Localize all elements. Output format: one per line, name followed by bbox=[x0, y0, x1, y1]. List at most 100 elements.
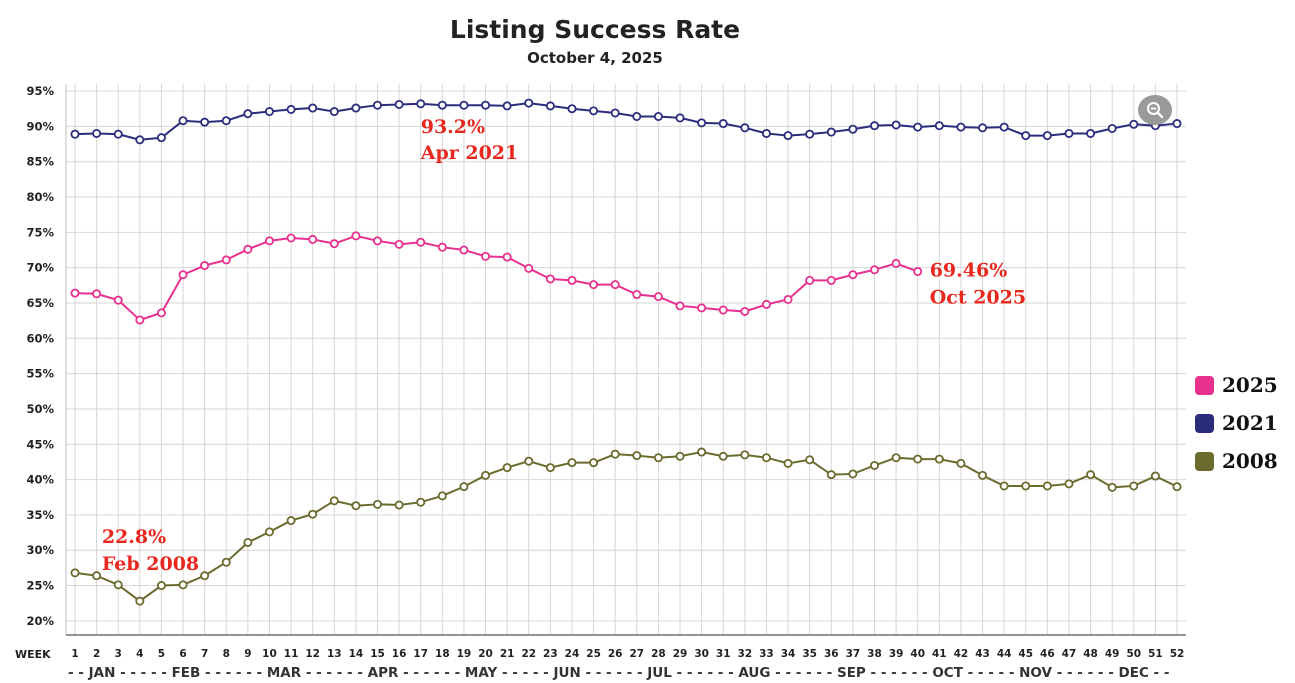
data-point-2025[interactable] bbox=[92, 289, 102, 299]
data-point-2008[interactable] bbox=[416, 497, 426, 507]
data-point-2025[interactable] bbox=[459, 245, 469, 255]
data-point-2021[interactable] bbox=[567, 104, 577, 114]
data-point-2021[interactable] bbox=[243, 109, 253, 119]
data-point-2025[interactable] bbox=[329, 239, 339, 249]
data-point-2008[interactable] bbox=[1064, 479, 1074, 489]
data-point-2008[interactable] bbox=[113, 580, 123, 590]
data-point-2025[interactable] bbox=[70, 288, 80, 298]
data-point-2025[interactable] bbox=[524, 263, 534, 273]
data-point-2008[interactable] bbox=[589, 458, 599, 468]
data-point-2021[interactable] bbox=[286, 104, 296, 114]
data-point-2025[interactable] bbox=[891, 258, 901, 268]
data-point-2025[interactable] bbox=[610, 280, 620, 290]
data-point-2008[interactable] bbox=[178, 580, 188, 590]
data-point-2008[interactable] bbox=[394, 500, 404, 510]
data-point-2008[interactable] bbox=[135, 596, 145, 606]
data-point-2008[interactable] bbox=[437, 491, 447, 501]
data-point-2008[interactable] bbox=[70, 568, 80, 578]
data-point-2008[interactable] bbox=[567, 458, 577, 468]
data-point-2008[interactable] bbox=[373, 499, 383, 509]
data-point-2008[interactable] bbox=[481, 470, 491, 480]
data-point-2021[interactable] bbox=[437, 100, 447, 110]
data-point-2025[interactable] bbox=[437, 242, 447, 252]
data-point-2025[interactable] bbox=[156, 308, 166, 318]
data-point-2021[interactable] bbox=[135, 135, 145, 145]
legend-item-2008[interactable]: 2008 bbox=[1195, 442, 1278, 480]
data-point-2021[interactable] bbox=[545, 101, 555, 111]
data-point-2021[interactable] bbox=[92, 128, 102, 138]
data-point-2025[interactable] bbox=[286, 233, 296, 243]
data-point-2021[interactable] bbox=[156, 133, 166, 143]
data-point-2008[interactable] bbox=[459, 482, 469, 492]
data-point-2025[interactable] bbox=[653, 292, 663, 302]
data-point-2008[interactable] bbox=[956, 458, 966, 468]
data-point-2021[interactable] bbox=[978, 123, 988, 133]
data-point-2021[interactable] bbox=[999, 122, 1009, 132]
data-point-2008[interactable] bbox=[200, 571, 210, 581]
data-point-2021[interactable] bbox=[783, 131, 793, 141]
data-point-2008[interactable] bbox=[783, 458, 793, 468]
data-point-2021[interactable] bbox=[913, 122, 923, 132]
data-point-2025[interactable] bbox=[848, 270, 858, 280]
data-point-2008[interactable] bbox=[891, 453, 901, 463]
data-point-2021[interactable] bbox=[351, 103, 361, 113]
data-point-2025[interactable] bbox=[373, 236, 383, 246]
data-point-2021[interactable] bbox=[740, 123, 750, 133]
data-point-2008[interactable] bbox=[308, 509, 318, 519]
data-point-2008[interactable] bbox=[243, 537, 253, 547]
data-point-2025[interactable] bbox=[200, 261, 210, 271]
data-point-2021[interactable] bbox=[632, 111, 642, 121]
data-point-2021[interactable] bbox=[675, 113, 685, 123]
data-point-2021[interactable] bbox=[200, 117, 210, 127]
data-point-2008[interactable] bbox=[1129, 481, 1139, 491]
data-point-2021[interactable] bbox=[956, 122, 966, 132]
data-point-2025[interactable] bbox=[178, 270, 188, 280]
data-point-2025[interactable] bbox=[805, 275, 815, 285]
data-point-2025[interactable] bbox=[869, 265, 879, 275]
data-point-2021[interactable] bbox=[1042, 131, 1052, 141]
data-point-2025[interactable] bbox=[567, 275, 577, 285]
data-point-2021[interactable] bbox=[1172, 119, 1182, 129]
data-point-2021[interactable] bbox=[481, 100, 491, 110]
data-point-2021[interactable] bbox=[394, 99, 404, 109]
data-point-2008[interactable] bbox=[329, 496, 339, 506]
data-point-2008[interactable] bbox=[1150, 471, 1160, 481]
data-point-2021[interactable] bbox=[653, 111, 663, 121]
data-point-2025[interactable] bbox=[243, 244, 253, 254]
data-point-2021[interactable] bbox=[1064, 128, 1074, 138]
data-point-2025[interactable] bbox=[113, 295, 123, 305]
data-point-2008[interactable] bbox=[632, 451, 642, 461]
data-point-2021[interactable] bbox=[459, 100, 469, 110]
data-point-2021[interactable] bbox=[1129, 119, 1139, 129]
data-point-2025[interactable] bbox=[135, 315, 145, 325]
data-point-2025[interactable] bbox=[545, 274, 555, 284]
data-point-2021[interactable] bbox=[934, 121, 944, 131]
data-point-2021[interactable] bbox=[610, 108, 620, 118]
data-point-2025[interactable] bbox=[740, 306, 750, 316]
data-point-2008[interactable] bbox=[156, 581, 166, 591]
data-point-2008[interactable] bbox=[545, 463, 555, 473]
data-point-2008[interactable] bbox=[848, 469, 858, 479]
data-point-2008[interactable] bbox=[826, 470, 836, 480]
data-point-2021[interactable] bbox=[221, 116, 231, 126]
data-point-2008[interactable] bbox=[221, 557, 231, 567]
data-point-2025[interactable] bbox=[761, 299, 771, 309]
data-point-2021[interactable] bbox=[891, 120, 901, 130]
data-point-2025[interactable] bbox=[481, 251, 491, 261]
data-point-2025[interactable] bbox=[913, 266, 923, 276]
data-point-2008[interactable] bbox=[869, 460, 879, 470]
data-point-2025[interactable] bbox=[264, 236, 274, 246]
data-point-2008[interactable] bbox=[675, 451, 685, 461]
zoom-out-button[interactable] bbox=[1138, 95, 1172, 125]
data-point-2021[interactable] bbox=[308, 103, 318, 113]
data-point-2008[interactable] bbox=[978, 470, 988, 480]
legend-item-2021[interactable]: 2021 bbox=[1195, 404, 1278, 442]
data-point-2008[interactable] bbox=[653, 453, 663, 463]
data-point-2021[interactable] bbox=[718, 119, 728, 129]
data-point-2008[interactable] bbox=[697, 447, 707, 457]
data-point-2021[interactable] bbox=[826, 127, 836, 137]
data-point-2008[interactable] bbox=[92, 571, 102, 581]
data-point-2008[interactable] bbox=[264, 527, 274, 537]
data-point-2008[interactable] bbox=[1042, 481, 1052, 491]
data-point-2008[interactable] bbox=[1172, 482, 1182, 492]
